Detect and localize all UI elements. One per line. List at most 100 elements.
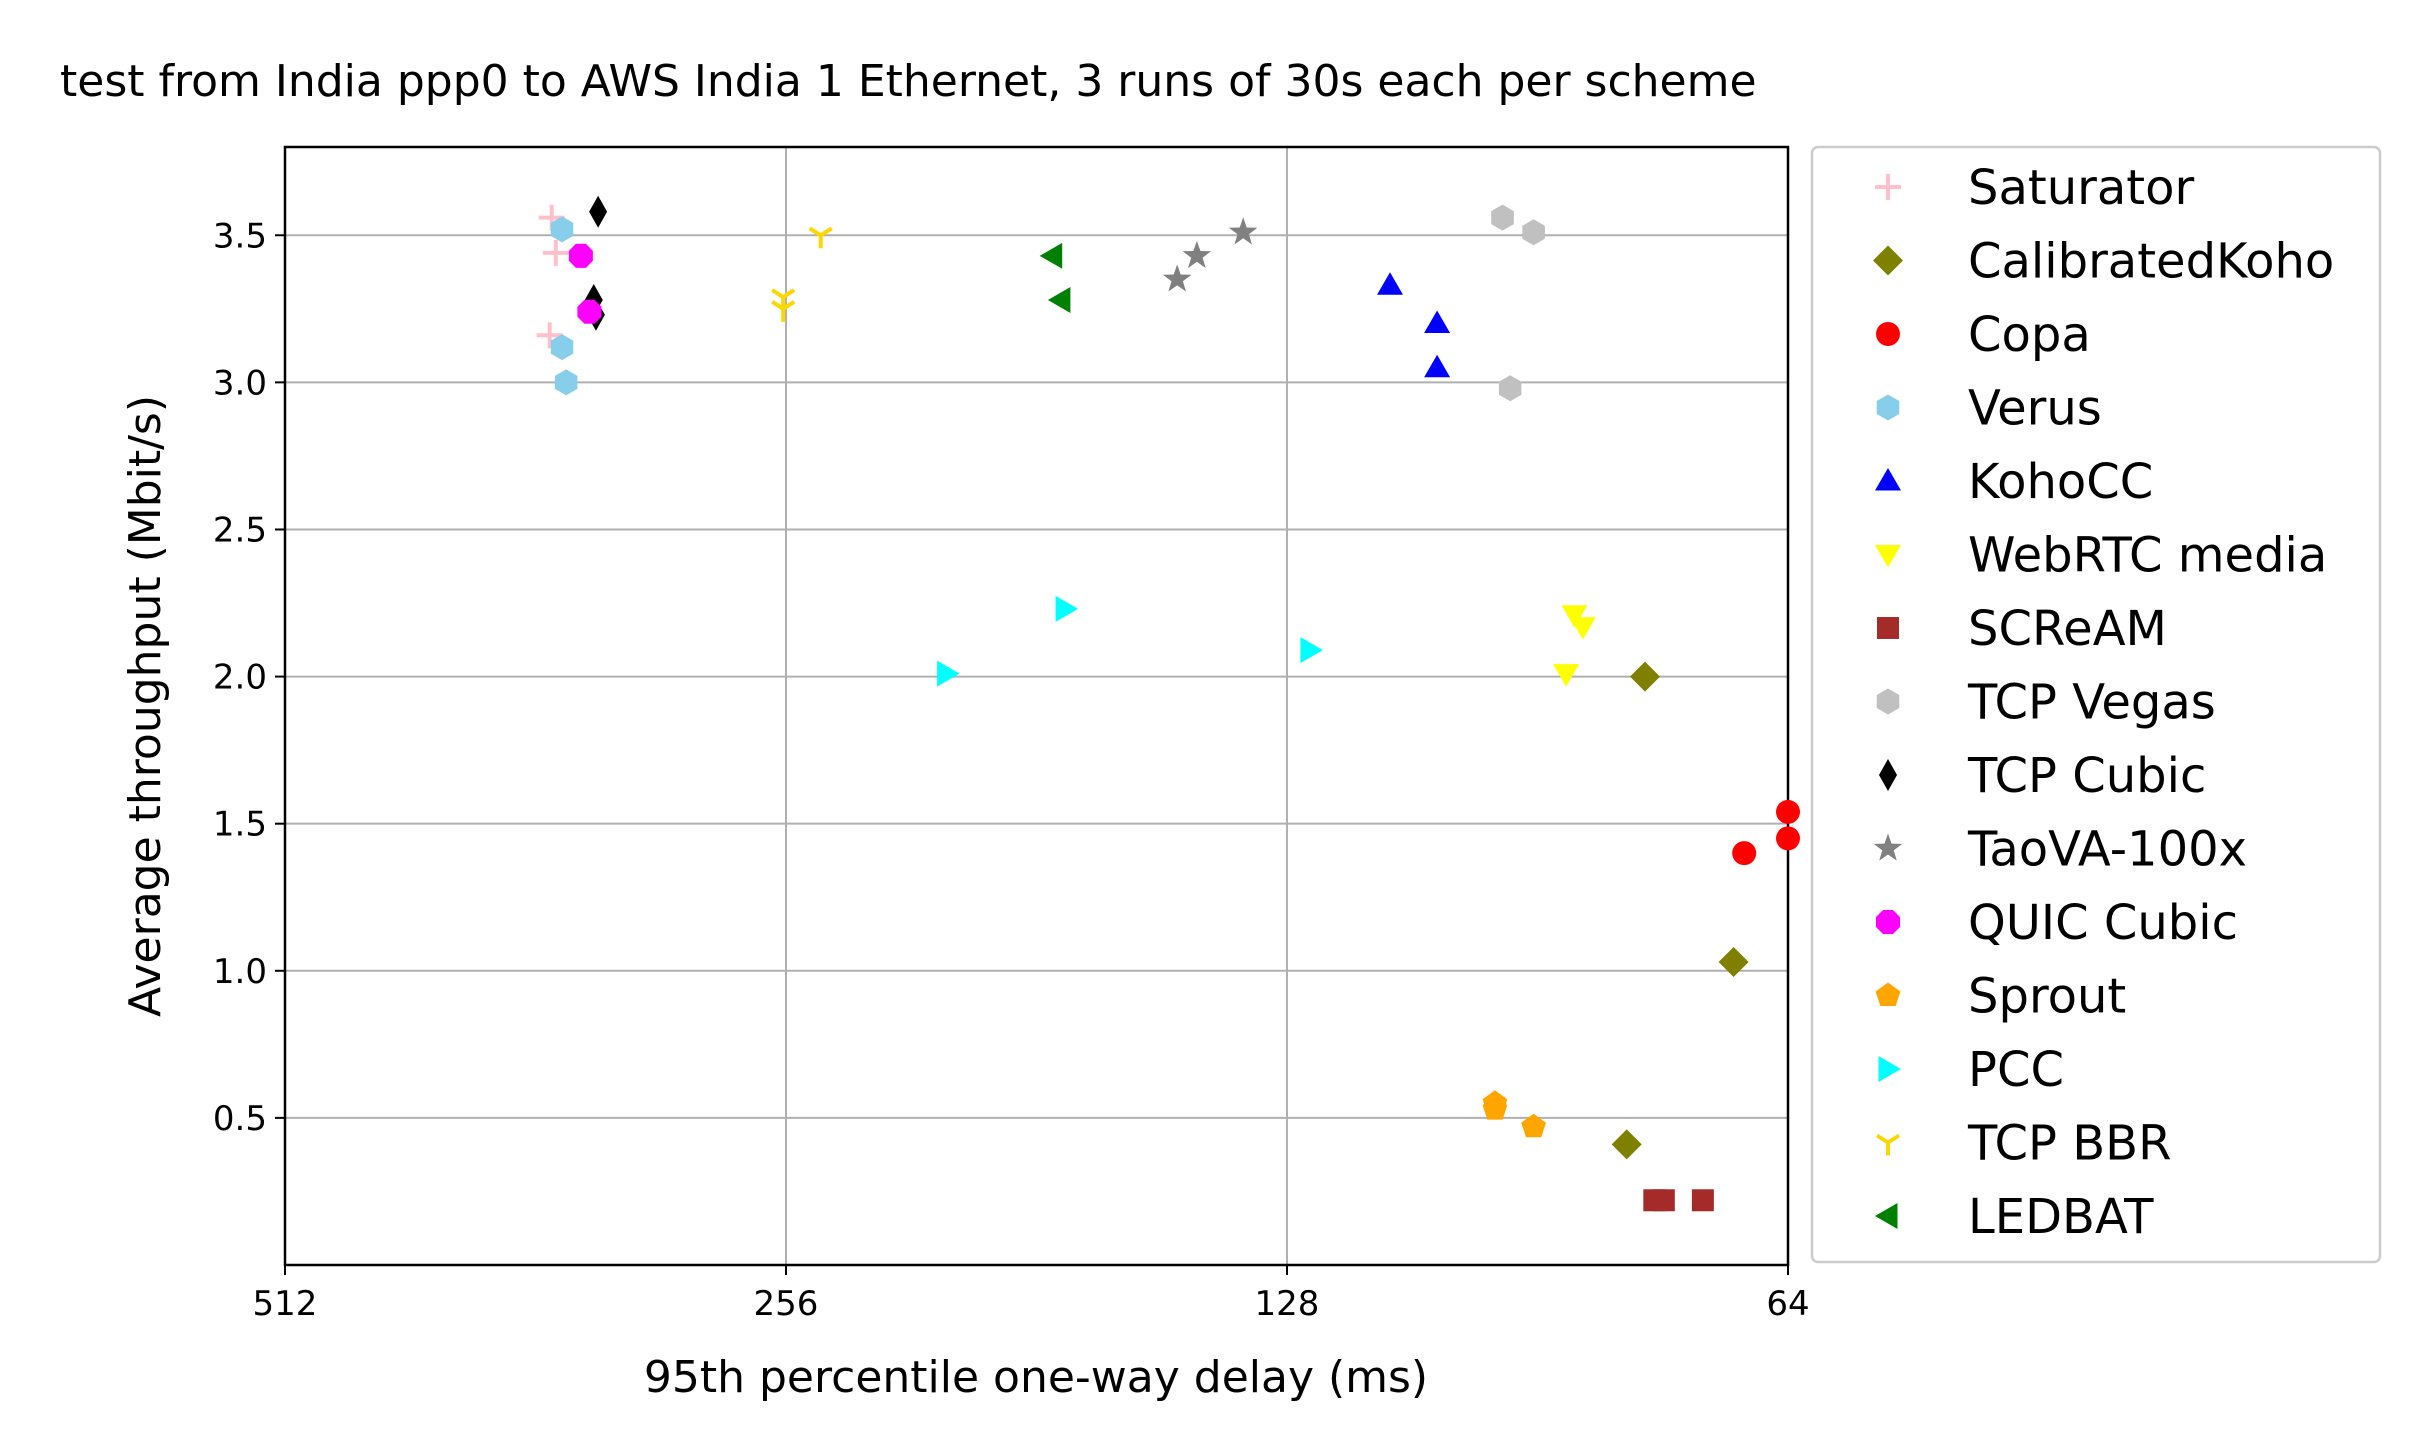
data-point-sprout <box>1482 1096 1508 1120</box>
legend-marker-kohocc <box>1875 468 1901 491</box>
y-axis-label: Average throughput (Mbit/s) <box>120 395 171 1017</box>
plot-frame <box>283 145 1790 1267</box>
legend-marker-ledbat <box>1875 1203 1898 1229</box>
data-point-kohocc <box>1377 272 1403 295</box>
x-tick-label: 256 <box>754 1284 819 1324</box>
legend-item-taova-100x: TaoVA-100x <box>1873 822 2247 878</box>
data-point-copa <box>1776 799 1800 824</box>
data-points <box>536 195 1800 1212</box>
data-point-calibratedkoho <box>1611 1129 1642 1160</box>
legend-label-taova-100x: TaoVA-100x <box>1967 822 2247 878</box>
data-point-pcc <box>1300 637 1323 664</box>
legend-marker-copa <box>1876 322 1900 346</box>
legend: Saturator CalibratedKoho Copa Verus KohoCC We… <box>1810 145 2382 1264</box>
data-point-kohocc <box>1424 354 1451 378</box>
legend-item-webrtc-media: WebRTC media <box>1875 528 2327 584</box>
legend-label-scream: SCReAM <box>1968 601 2167 657</box>
x-tick-label: 512 <box>253 1284 318 1324</box>
y-tick-label: 3.0 <box>213 363 267 403</box>
data-point-tcp-cubic <box>589 195 608 228</box>
legend-marker-tcp-bbr <box>1875 1133 1901 1156</box>
data-point-tcp-bbr <box>808 226 833 249</box>
data-point-pcc <box>1055 595 1079 622</box>
legend-item-scream: SCReAM <box>1877 601 2167 657</box>
data-point-webrtc-media <box>1569 617 1596 640</box>
legend-item-tcp-bbr: TCP BBR <box>1875 1116 2171 1172</box>
data-point-taova-100x <box>1162 264 1192 292</box>
x-axis-label: 95th percentile one-way delay (ms) <box>644 1352 1428 1403</box>
data-point-ledbat <box>1047 287 1071 313</box>
data-point-tcp-vegas <box>1522 219 1545 246</box>
legend-label-webrtc-media: WebRTC media <box>1968 528 2327 584</box>
legend-label-sprout: Sprout <box>1968 969 2126 1025</box>
legend-marker-tcp-cubic <box>1879 759 1897 791</box>
y-tick-label: 2.0 <box>213 658 267 698</box>
data-point-copa <box>1732 841 1757 866</box>
legend-marker-calibratedkoho <box>1873 245 1903 276</box>
data-point-tcp-vegas <box>1498 375 1522 402</box>
data-point-webrtc-media <box>1561 605 1588 628</box>
y-tick-label: 2.5 <box>213 510 267 550</box>
data-point-kohocc <box>1424 310 1451 333</box>
legend-marker-webrtc-media <box>1875 545 1901 568</box>
data-point-verus <box>554 369 578 396</box>
legend-marker-sprout <box>1875 982 1901 1006</box>
data-point-quic-cubic <box>568 243 593 268</box>
legend-item-kohocc: KohoCC <box>1875 454 2153 510</box>
legend-item-tcp-cubic: TCP Cubic <box>1879 748 2206 804</box>
legend-label-ledbat: LEDBAT <box>1968 1189 2154 1245</box>
legend-label-tcp-bbr: TCP BBR <box>1967 1116 2171 1172</box>
data-point-saturator <box>542 239 569 266</box>
legend-item-calibratedkoho: CalibratedKoho <box>1873 234 2334 290</box>
legend-label-calibratedkoho: CalibratedKoho <box>1968 234 2334 290</box>
x-tick-label: 64 <box>1766 1284 1809 1324</box>
legend-label-saturator: Saturator <box>1968 160 2194 216</box>
legend-label-verus: Verus <box>1968 381 2102 437</box>
y-tick-label: 0.5 <box>213 1099 267 1139</box>
legend-label-pcc: PCC <box>1968 1042 2064 1098</box>
legend-label-tcp-vegas: TCP Vegas <box>1967 675 2216 731</box>
data-point-scream <box>1652 1189 1675 1212</box>
legend-item-verus: Verus <box>1876 381 2102 437</box>
legend-marker-taova-100x <box>1873 833 1903 861</box>
data-point-pcc <box>937 660 960 687</box>
legend-item-saturator: Saturator <box>1875 160 2194 216</box>
x-tick-label: 128 <box>1255 1284 1320 1324</box>
data-point-quic-cubic <box>577 299 602 324</box>
legend-marker-saturator <box>1875 174 1901 200</box>
legend-frame <box>1810 145 2382 1264</box>
legend-marker-verus <box>1876 394 1900 421</box>
legend-label-quic-cubic: QUIC Cubic <box>1968 895 2238 951</box>
legend-marker-scream <box>1877 617 1899 639</box>
legend-marker-quic-cubic <box>1876 910 1900 934</box>
data-point-sprout <box>1521 1113 1546 1138</box>
data-point-tcp-vegas <box>1491 204 1514 231</box>
data-point-calibratedkoho <box>1718 947 1749 977</box>
data-point-ledbat <box>1039 242 1063 269</box>
data-point-tcp-bbr <box>771 300 796 322</box>
data-point-saturator <box>536 322 563 349</box>
data-point-taova-100x <box>1228 217 1258 245</box>
legend-item-sprout: Sprout <box>1875 969 2126 1025</box>
data-point-copa <box>1776 826 1800 851</box>
legend-label-kohocc: KohoCC <box>1968 454 2153 510</box>
legend-marker-tcp-vegas <box>1876 688 1900 715</box>
y-tick-label: 3.5 <box>213 216 267 256</box>
legend-item-ledbat: LEDBAT <box>1875 1189 2154 1245</box>
legend-label-tcp-cubic: TCP Cubic <box>1967 748 2206 804</box>
legend-item-copa: Copa <box>1876 307 2091 363</box>
data-point-taova-100x <box>1182 240 1212 268</box>
y-tick-label: 1.5 <box>213 805 267 845</box>
data-point-verus <box>550 216 574 243</box>
data-point-scream <box>1691 1189 1714 1212</box>
chart-title: test from India ppp0 to AWS India 1 Ethe… <box>60 56 1757 107</box>
data-point-webrtc-media <box>1553 664 1580 687</box>
legend-item-tcp-vegas: TCP Vegas <box>1876 675 2216 731</box>
legend-marker-pcc <box>1878 1056 1901 1082</box>
data-point-calibratedkoho <box>1630 661 1660 692</box>
legend-item-pcc: PCC <box>1878 1042 2064 1098</box>
axis-ticks: 512 256 128 64 0.5 1.0 1.5 2.0 2.5 3.0 3.5 <box>213 216 1810 1324</box>
legend-item-quic-cubic: QUIC Cubic <box>1876 895 2238 951</box>
data-point-verus <box>550 334 574 361</box>
